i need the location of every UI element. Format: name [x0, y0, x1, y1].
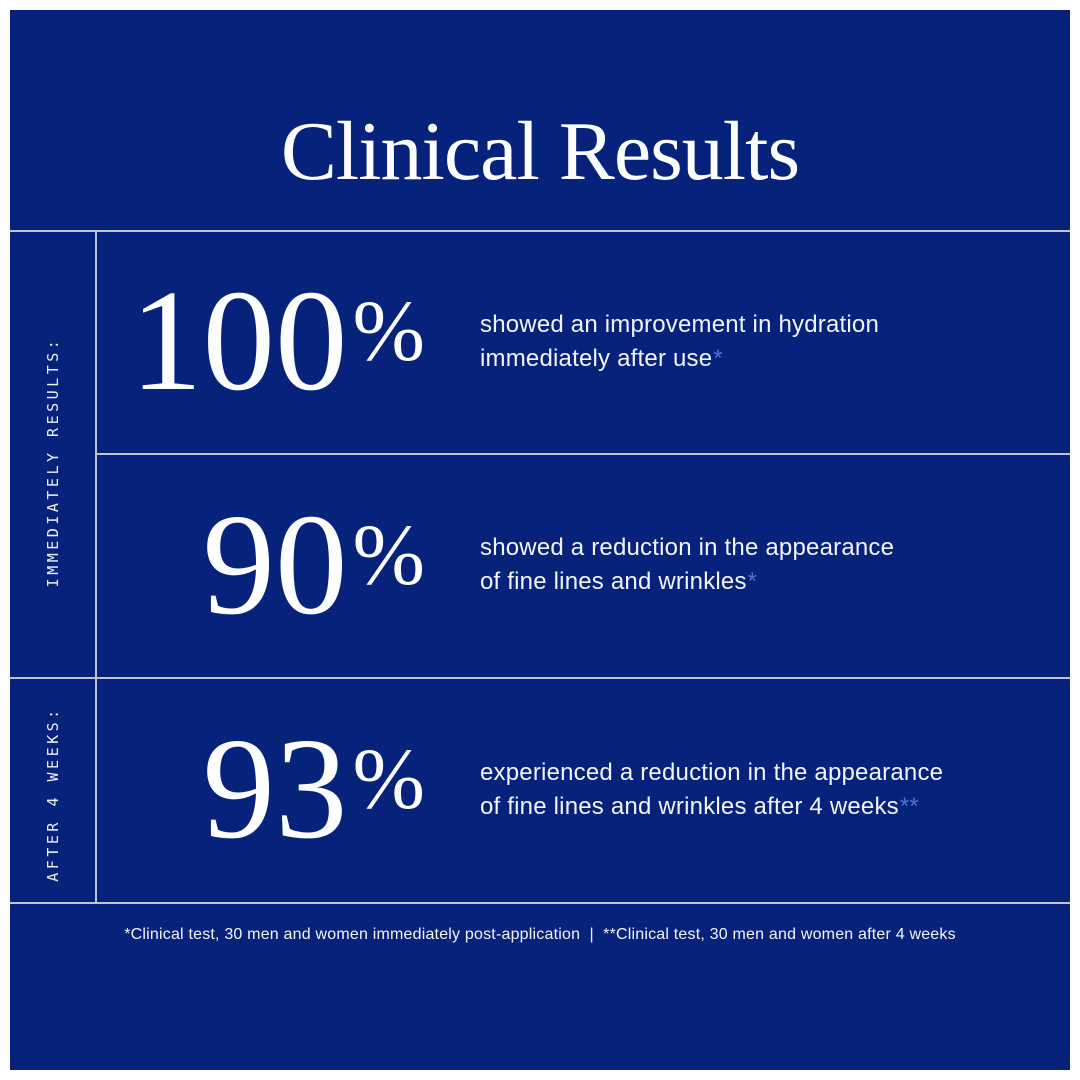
stat-value-number: 93 [202, 709, 348, 869]
stat-value-number: 90 [202, 484, 348, 645]
stat-description: showed a reduction in the appearance of … [480, 531, 894, 599]
footnote-marker: * [713, 344, 723, 372]
clinical-test-footnote: *Clinical test, 30 men and women immedia… [124, 926, 956, 943]
divider-header [10, 230, 1070, 232]
page-title: Clinical Results [280, 104, 800, 198]
stat-value: 93% [95, 717, 425, 862]
stat-description-line2: immediately after use [480, 344, 713, 372]
navy-panel: Clinical Results IMMEDIATELY RESULTS: AF… [10, 10, 1070, 1070]
footnote-marker: ** [899, 792, 919, 820]
section-label-immediately-results: IMMEDIATELY RESULTS: [44, 336, 62, 588]
divider-row1-row2 [95, 453, 1070, 455]
stat-row-fine-lines: 90% showed a reduction in the appearance… [95, 453, 1070, 677]
stat-description-line1: showed a reduction in the appearance [480, 534, 895, 561]
footer: *Clinical test, 30 men and women immedia… [10, 902, 1070, 1070]
stat-description-line2: of fine lines and wrinkles after 4 weeks [480, 792, 899, 820]
stat-description: showed an improvement in hydration immed… [480, 308, 879, 376]
section-label-after-4-weeks: AFTER 4 WEEKS: [44, 706, 62, 882]
divider-footer [10, 902, 1070, 904]
percent-sign: % [352, 730, 425, 828]
stat-description-line2: of fine lines and wrinkles [480, 568, 747, 595]
percent-sign: % [352, 282, 425, 380]
divider-row2-row3 [10, 677, 1070, 679]
stat-description-line1: experienced a reduction in the appearanc… [480, 758, 944, 786]
stat-description: experienced a reduction in the appearanc… [480, 756, 943, 824]
stat-value: 100% [95, 269, 425, 414]
stat-row-fine-lines-4-weeks: 93% experienced a reduction in the appea… [95, 677, 1070, 902]
footnote-marker: * [747, 568, 758, 595]
divider-label-column [95, 230, 97, 902]
stat-description-line1: showed an improvement in hydration [480, 310, 880, 338]
stat-row-hydration: 100% showed an improvement in hydration … [95, 230, 1070, 453]
stat-value-number: 100 [130, 261, 348, 421]
header: Clinical Results [10, 10, 1070, 230]
percent-sign: % [352, 505, 425, 603]
stat-value: 90% [95, 492, 425, 638]
